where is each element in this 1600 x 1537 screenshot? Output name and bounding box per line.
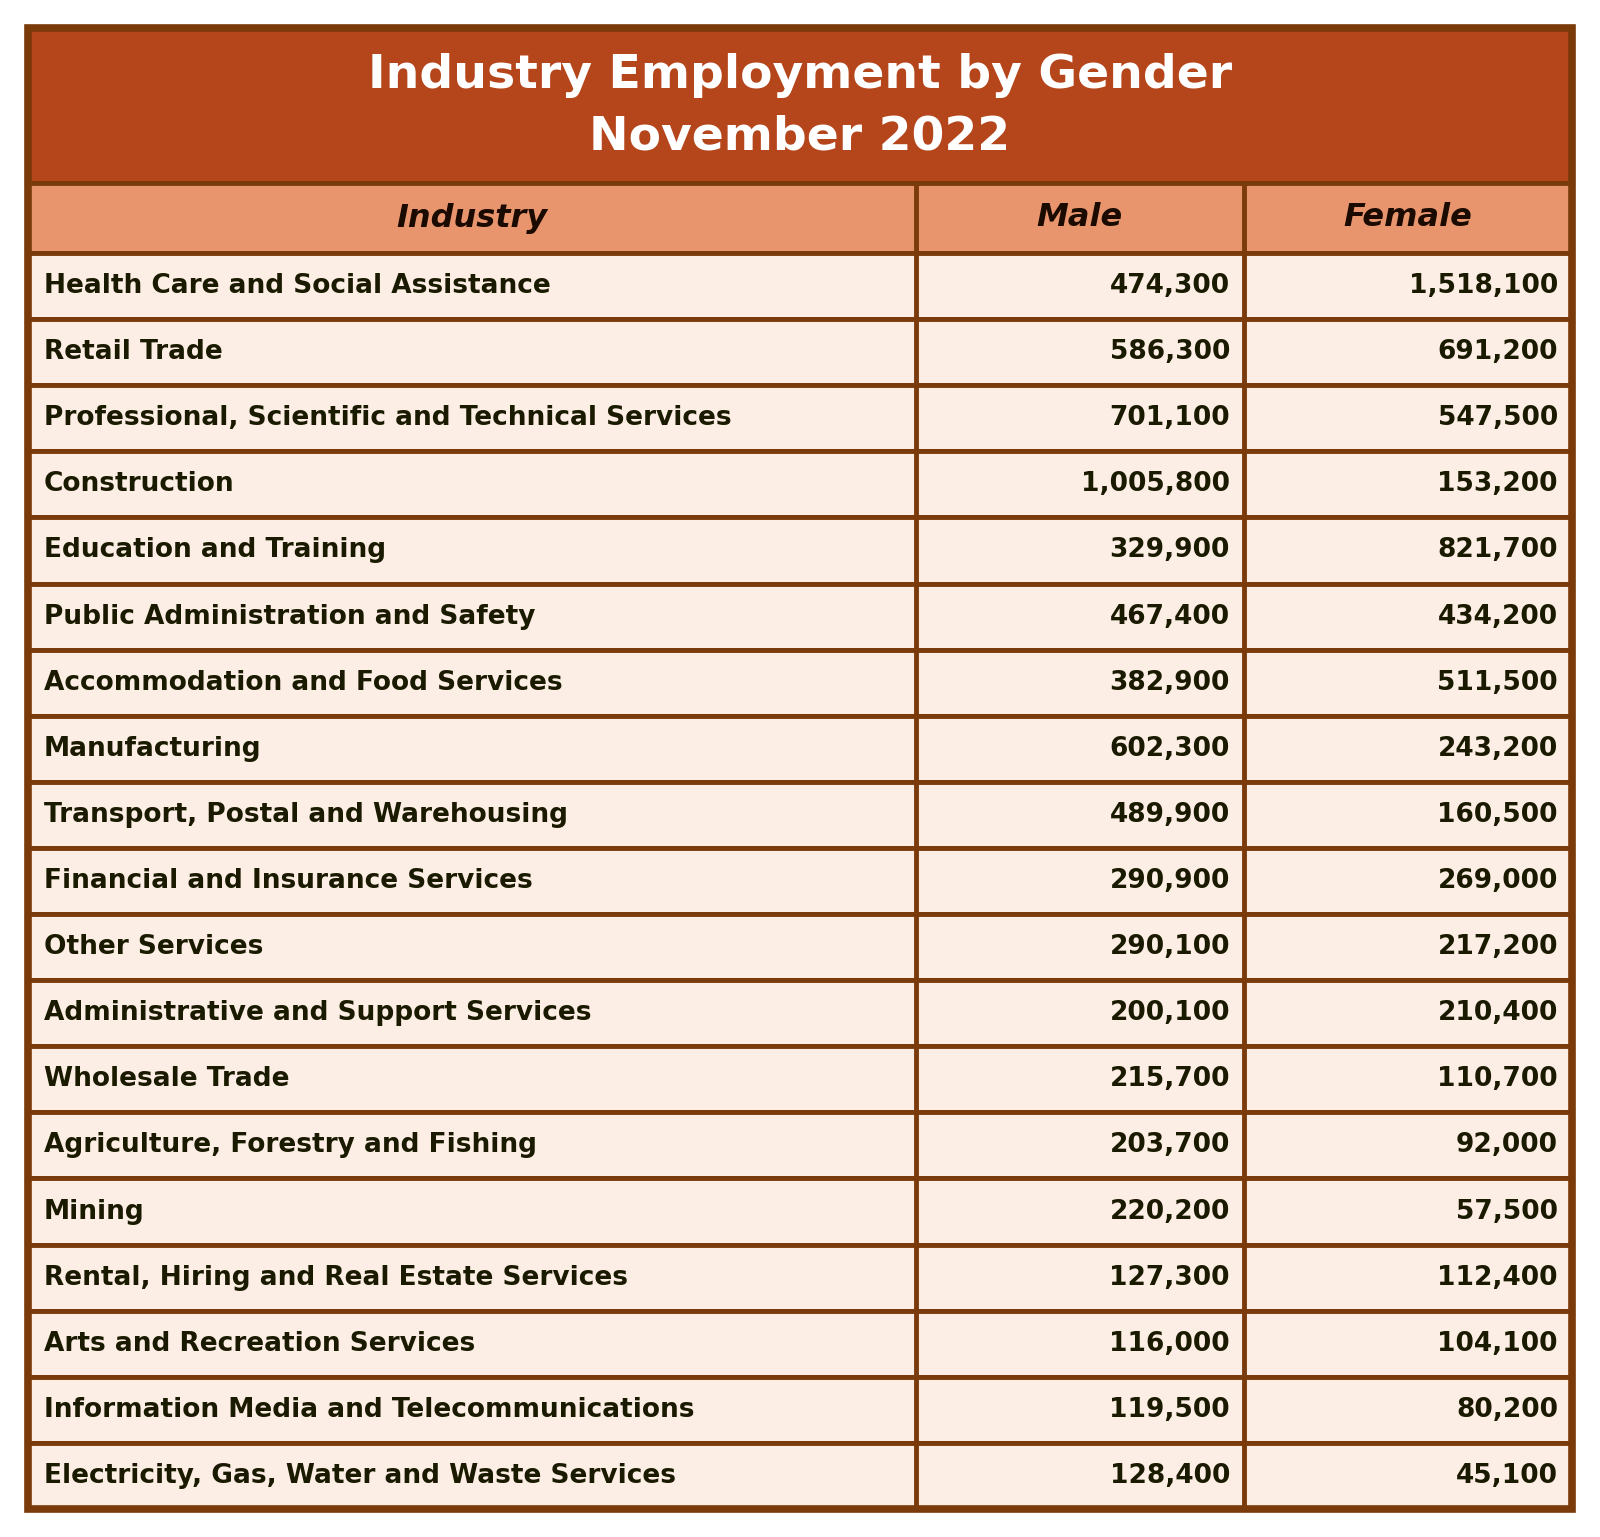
Text: Industry: Industry (397, 203, 547, 234)
Bar (29, 386, 1571, 452)
Text: 290,100: 290,100 (1109, 934, 1230, 961)
Bar (29, 1179, 1571, 1245)
Text: 128,400: 128,400 (1109, 1463, 1230, 1489)
Bar (29, 1311, 1571, 1377)
Text: Education and Training: Education and Training (45, 538, 386, 564)
Text: Professional, Scientific and Technical Services: Professional, Scientific and Technical S… (45, 406, 731, 432)
Bar (29, 716, 1571, 782)
Text: 110,700: 110,700 (1437, 1067, 1558, 1093)
Text: Mining: Mining (45, 1199, 144, 1225)
Text: 220,200: 220,200 (1109, 1199, 1230, 1225)
Text: 127,300: 127,300 (1109, 1265, 1230, 1291)
Text: 92,000: 92,000 (1456, 1133, 1558, 1159)
Text: 217,200: 217,200 (1437, 934, 1558, 961)
Text: Financial and Insurance Services: Financial and Insurance Services (45, 868, 533, 895)
Text: 467,400: 467,400 (1110, 604, 1230, 630)
Text: Rental, Hiring and Real Estate Services: Rental, Hiring and Real Estate Services (45, 1265, 627, 1291)
Text: Construction: Construction (45, 472, 235, 498)
Bar (29, 650, 1571, 716)
Text: 474,300: 474,300 (1110, 274, 1230, 300)
Text: 434,200: 434,200 (1438, 604, 1558, 630)
Text: 1,005,800: 1,005,800 (1082, 472, 1230, 498)
Text: 489,900: 489,900 (1110, 802, 1230, 828)
Bar (29, 183, 1571, 254)
Text: 160,500: 160,500 (1437, 802, 1558, 828)
Bar (29, 452, 1571, 518)
Text: Information Media and Telecommunications: Information Media and Telecommunications (45, 1397, 694, 1423)
Text: 200,100: 200,100 (1109, 1001, 1230, 1027)
Bar (29, 28, 1571, 183)
Text: 215,700: 215,700 (1109, 1067, 1230, 1093)
Text: Public Administration and Safety: Public Administration and Safety (45, 604, 536, 630)
Text: 586,300: 586,300 (1109, 340, 1230, 366)
Bar (29, 1443, 1571, 1509)
Text: 602,300: 602,300 (1109, 736, 1230, 762)
Bar (29, 254, 1571, 320)
Text: 329,900: 329,900 (1109, 538, 1230, 564)
Bar (29, 1377, 1571, 1443)
Bar (29, 1113, 1571, 1179)
Text: Male: Male (1037, 203, 1123, 234)
Text: Industry Employment by Gender: Industry Employment by Gender (368, 52, 1232, 98)
Text: 691,200: 691,200 (1437, 340, 1558, 366)
Bar (29, 518, 1571, 584)
Bar (29, 981, 1571, 1047)
Text: 119,500: 119,500 (1109, 1397, 1230, 1423)
Text: 821,700: 821,700 (1437, 538, 1558, 564)
Text: 269,000: 269,000 (1438, 868, 1558, 895)
Bar (29, 915, 1571, 981)
Text: Manufacturing: Manufacturing (45, 736, 262, 762)
Text: Accommodation and Food Services: Accommodation and Food Services (45, 670, 563, 696)
Text: 116,000: 116,000 (1109, 1331, 1230, 1357)
Bar (29, 1047, 1571, 1113)
Text: 45,100: 45,100 (1456, 1463, 1558, 1489)
Text: Wholesale Trade: Wholesale Trade (45, 1067, 290, 1093)
Text: 80,200: 80,200 (1456, 1397, 1558, 1423)
Text: 153,200: 153,200 (1437, 472, 1558, 498)
Text: Retail Trade: Retail Trade (45, 340, 222, 366)
Bar (29, 848, 1571, 915)
Bar (29, 320, 1571, 386)
Text: Electricity, Gas, Water and Waste Services: Electricity, Gas, Water and Waste Servic… (45, 1463, 675, 1489)
Text: 112,400: 112,400 (1437, 1265, 1558, 1291)
Bar (29, 1245, 1571, 1311)
Text: 210,400: 210,400 (1438, 1001, 1558, 1027)
Text: 511,500: 511,500 (1437, 670, 1558, 696)
Text: 382,900: 382,900 (1109, 670, 1230, 696)
Text: 57,500: 57,500 (1456, 1199, 1558, 1225)
Text: 701,100: 701,100 (1109, 406, 1230, 432)
Text: November 2022: November 2022 (589, 115, 1011, 160)
Text: Arts and Recreation Services: Arts and Recreation Services (45, 1331, 475, 1357)
Text: 203,700: 203,700 (1109, 1133, 1230, 1159)
Text: Transport, Postal and Warehousing: Transport, Postal and Warehousing (45, 802, 568, 828)
Text: 243,200: 243,200 (1438, 736, 1558, 762)
Text: 104,100: 104,100 (1437, 1331, 1558, 1357)
Text: 290,900: 290,900 (1109, 868, 1230, 895)
Text: Agriculture, Forestry and Fishing: Agriculture, Forestry and Fishing (45, 1133, 538, 1159)
Text: 547,500: 547,500 (1438, 406, 1558, 432)
Text: Health Care and Social Assistance: Health Care and Social Assistance (45, 274, 550, 300)
Text: Other Services: Other Services (45, 934, 264, 961)
Bar (29, 584, 1571, 650)
Text: Female: Female (1344, 203, 1472, 234)
Bar (29, 782, 1571, 848)
Text: Administrative and Support Services: Administrative and Support Services (45, 1001, 592, 1027)
Text: 1,518,100: 1,518,100 (1408, 274, 1558, 300)
